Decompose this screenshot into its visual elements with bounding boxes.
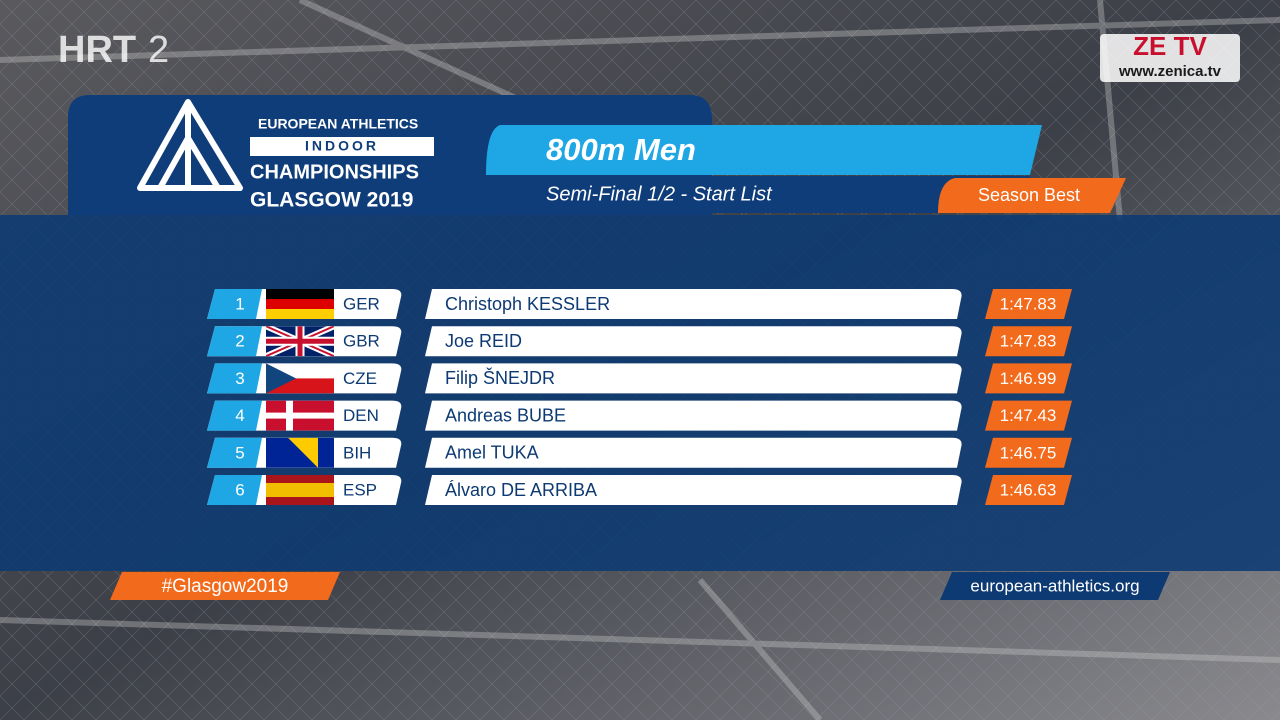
country-code: GER (343, 294, 380, 313)
athlete-name: Amel TUKA (445, 443, 539, 463)
event-organizer: EUROPEAN ATHLETICS (258, 116, 418, 132)
lane-cell (207, 326, 262, 357)
race-title: 800m Men (546, 132, 696, 167)
channel-number: 2 (148, 29, 169, 71)
athlete-row: 6 ESP Álvaro DE ARRIBA 1:46.63 (207, 475, 1072, 505)
event-emblem (137, 99, 243, 191)
season-best: 1:46.63 (1000, 480, 1057, 499)
lane-number: 2 (235, 332, 244, 351)
lane-cell (207, 289, 262, 319)
athlete-name: Álvaro DE ARRIBA (445, 480, 597, 500)
athlete-name: Andreas BUBE (445, 405, 566, 425)
watermark-background (1100, 34, 1240, 82)
country-code: BIH (343, 443, 371, 462)
column-header: Season Best (978, 185, 1080, 205)
subtitle-bar (486, 176, 1030, 213)
watermark-name: ZE TV (1133, 31, 1207, 61)
country-flag (266, 326, 334, 357)
lane-cell (207, 400, 262, 431)
athlete-name: Filip ŠNEJDR (445, 367, 555, 388)
country-code: ESP (343, 480, 377, 499)
athlete-row: 4 DEN Andreas BUBE 1:47.43 (207, 400, 1072, 431)
country-code: GBR (343, 332, 380, 351)
start-list: 1 GER Christoph KESSLER 1:47.83 2 GBR Joe REID… (207, 289, 1072, 505)
time-cell (985, 437, 1072, 468)
season-best: 1:47.43 (1000, 406, 1057, 425)
channel-name: HRT (58, 29, 136, 71)
website-badge (940, 572, 1170, 600)
season-best: 1:46.75 (1000, 443, 1057, 462)
series-band (250, 137, 434, 156)
hashtag-badge (110, 572, 340, 600)
lane-number: 1 (235, 294, 244, 313)
lane-number: 4 (235, 406, 244, 425)
event-series: INDOOR (305, 138, 379, 154)
title-bar (486, 125, 1042, 175)
column-header-badge (938, 178, 1126, 213)
time-cell (985, 289, 1072, 319)
name-cell (425, 400, 962, 431)
website: european-athletics.org (970, 576, 1139, 595)
country-code: CZE (343, 369, 377, 388)
athlete-row: 1 GER Christoph KESSLER 1:47.83 (207, 289, 1072, 319)
country-flag (266, 475, 334, 505)
athlete-name: Christoph KESSLER (445, 294, 610, 314)
season-best: 1:47.83 (1000, 332, 1057, 351)
name-cell (425, 363, 962, 394)
country-flag (266, 437, 334, 468)
athlete-row: 3 CZE Filip ŠNEJDR 1:46.99 (207, 363, 1072, 394)
time-cell (985, 363, 1072, 394)
lane-cell (207, 475, 262, 505)
athlete-name: Joe REID (445, 331, 522, 351)
name-cell (425, 289, 962, 319)
event-name: CHAMPIONSHIPS (250, 161, 419, 183)
name-cell (425, 475, 962, 505)
lane-number: 3 (235, 369, 244, 388)
hashtag: #Glasgow2019 (162, 576, 289, 597)
event-place: GLASGOW 2019 (250, 189, 413, 212)
season-best: 1:46.99 (1000, 369, 1057, 388)
time-cell (985, 475, 1072, 505)
athlete-row: 2 GBR Joe REID 1:47.83 (207, 326, 1072, 357)
race-subtitle: Semi-Final 1/2 - Start List (546, 183, 773, 205)
time-cell (985, 400, 1072, 431)
name-cell (425, 437, 962, 468)
watermark-url: www.zenica.tv (1118, 63, 1222, 80)
name-cell (425, 326, 962, 357)
lane-number: 6 (235, 480, 244, 499)
country-flag (266, 400, 334, 431)
country-code: DEN (343, 406, 379, 425)
country-flag (266, 363, 334, 394)
athlete-row: 5 BIH Amel TUKA 1:46.75 (207, 437, 1072, 468)
lane-cell (207, 437, 262, 468)
lane-number: 5 (235, 443, 244, 462)
season-best: 1:47.83 (1000, 294, 1057, 313)
time-cell (985, 326, 1072, 357)
country-flag (266, 289, 334, 319)
lane-cell (207, 363, 262, 394)
